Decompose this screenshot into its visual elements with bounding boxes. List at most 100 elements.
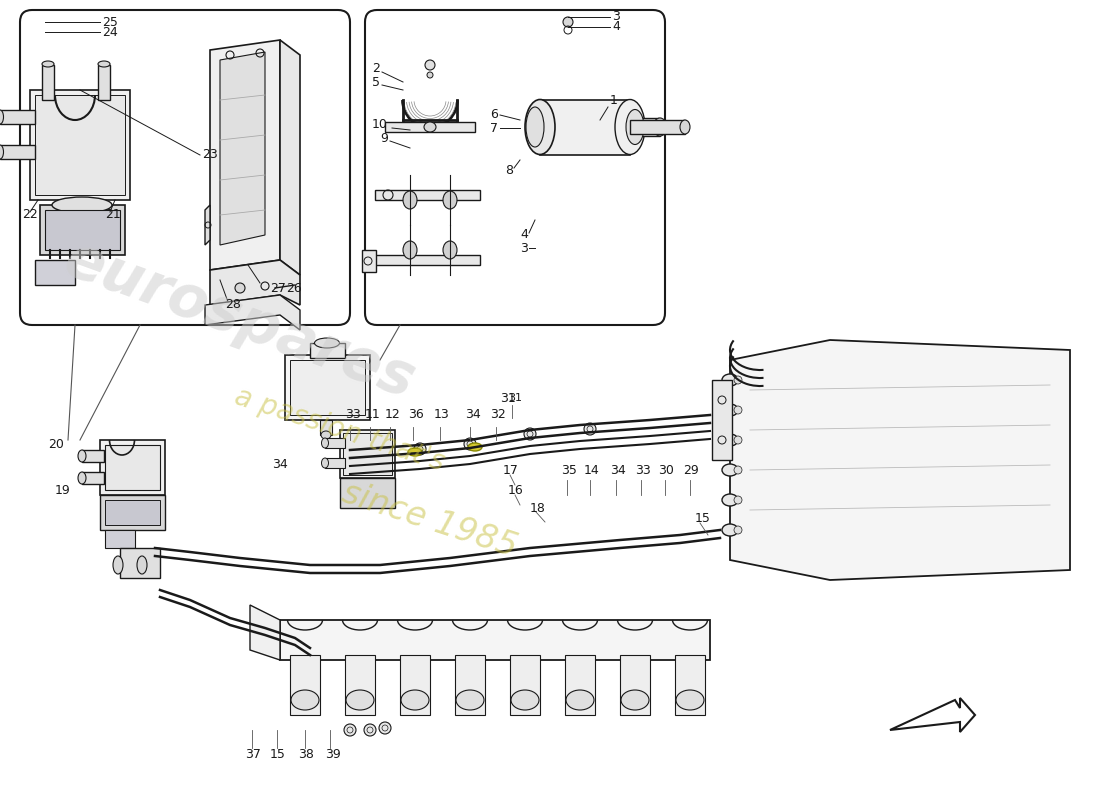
Ellipse shape xyxy=(722,524,738,536)
Bar xyxy=(630,118,660,136)
Bar xyxy=(375,190,480,200)
Ellipse shape xyxy=(408,448,422,456)
Bar xyxy=(35,260,75,285)
Text: 7: 7 xyxy=(490,122,498,134)
Bar xyxy=(620,655,650,715)
Bar xyxy=(0,145,35,159)
Bar xyxy=(42,65,54,100)
Text: 18: 18 xyxy=(530,502,546,514)
Bar xyxy=(35,95,125,195)
Ellipse shape xyxy=(722,434,738,446)
Ellipse shape xyxy=(653,118,667,136)
Polygon shape xyxy=(730,340,1070,580)
Ellipse shape xyxy=(0,145,3,159)
Bar xyxy=(540,100,630,155)
Polygon shape xyxy=(210,40,280,270)
Text: 4: 4 xyxy=(612,21,620,34)
Ellipse shape xyxy=(98,61,110,67)
Bar xyxy=(285,355,370,420)
Text: 20: 20 xyxy=(48,438,64,451)
Circle shape xyxy=(464,438,476,450)
Ellipse shape xyxy=(680,120,690,134)
Ellipse shape xyxy=(78,472,86,484)
Ellipse shape xyxy=(621,690,649,710)
Text: 19: 19 xyxy=(55,483,70,497)
Ellipse shape xyxy=(78,450,86,462)
Text: 29: 29 xyxy=(683,463,698,477)
Text: 14: 14 xyxy=(584,463,600,477)
Bar xyxy=(30,90,130,200)
Text: 3: 3 xyxy=(612,10,620,23)
Text: since 1985: since 1985 xyxy=(338,476,521,564)
Bar xyxy=(290,360,365,415)
Bar xyxy=(104,445,160,490)
Bar xyxy=(324,438,345,448)
Ellipse shape xyxy=(403,191,417,209)
Ellipse shape xyxy=(566,690,594,710)
Ellipse shape xyxy=(676,690,704,710)
Polygon shape xyxy=(220,52,265,245)
Bar xyxy=(40,205,125,255)
Ellipse shape xyxy=(525,99,556,154)
Polygon shape xyxy=(205,295,300,330)
Bar xyxy=(290,655,320,715)
Text: 2: 2 xyxy=(372,62,379,74)
Circle shape xyxy=(364,724,376,736)
Text: 37: 37 xyxy=(245,749,261,762)
Bar xyxy=(340,430,395,478)
Text: 30: 30 xyxy=(658,463,674,477)
Text: 8: 8 xyxy=(505,163,513,177)
Polygon shape xyxy=(250,605,280,660)
Ellipse shape xyxy=(346,690,374,710)
Ellipse shape xyxy=(315,338,340,348)
Ellipse shape xyxy=(468,443,482,451)
Text: 33: 33 xyxy=(635,463,651,477)
Text: 4: 4 xyxy=(520,229,528,242)
Bar xyxy=(385,122,475,132)
Ellipse shape xyxy=(734,436,742,444)
Ellipse shape xyxy=(52,197,112,213)
Bar xyxy=(82,472,104,484)
Ellipse shape xyxy=(734,376,742,384)
Text: 15: 15 xyxy=(270,749,286,762)
Bar xyxy=(565,655,595,715)
Bar xyxy=(324,458,345,468)
Text: 31: 31 xyxy=(508,393,522,403)
Ellipse shape xyxy=(402,690,429,710)
Polygon shape xyxy=(205,205,210,245)
Bar xyxy=(104,530,135,548)
Ellipse shape xyxy=(734,526,742,534)
Ellipse shape xyxy=(626,110,644,145)
Text: 25: 25 xyxy=(102,15,118,29)
Bar xyxy=(280,620,710,660)
Text: eurospares: eurospares xyxy=(57,230,424,410)
Text: 17: 17 xyxy=(503,463,519,477)
Text: 32: 32 xyxy=(490,409,506,422)
Text: 31: 31 xyxy=(500,391,516,405)
Text: 11: 11 xyxy=(365,409,381,422)
Ellipse shape xyxy=(443,241,456,259)
Circle shape xyxy=(425,60,435,70)
Ellipse shape xyxy=(403,241,417,259)
Polygon shape xyxy=(210,260,300,305)
Text: 10: 10 xyxy=(372,118,388,131)
Bar xyxy=(45,210,120,250)
Bar xyxy=(104,500,160,525)
Text: 35: 35 xyxy=(561,463,576,477)
Text: 34: 34 xyxy=(610,463,626,477)
Text: 13: 13 xyxy=(434,409,450,422)
Ellipse shape xyxy=(734,406,742,414)
Ellipse shape xyxy=(321,438,329,448)
Text: 33: 33 xyxy=(345,409,361,422)
Bar xyxy=(0,110,35,124)
Bar xyxy=(455,655,485,715)
Text: 39: 39 xyxy=(324,749,341,762)
Bar xyxy=(340,478,395,508)
Ellipse shape xyxy=(526,107,544,147)
Ellipse shape xyxy=(321,431,331,439)
Text: 27: 27 xyxy=(270,282,286,294)
Ellipse shape xyxy=(615,99,645,154)
Bar xyxy=(343,433,392,475)
Text: 3: 3 xyxy=(520,242,528,254)
Text: 16: 16 xyxy=(508,483,524,497)
